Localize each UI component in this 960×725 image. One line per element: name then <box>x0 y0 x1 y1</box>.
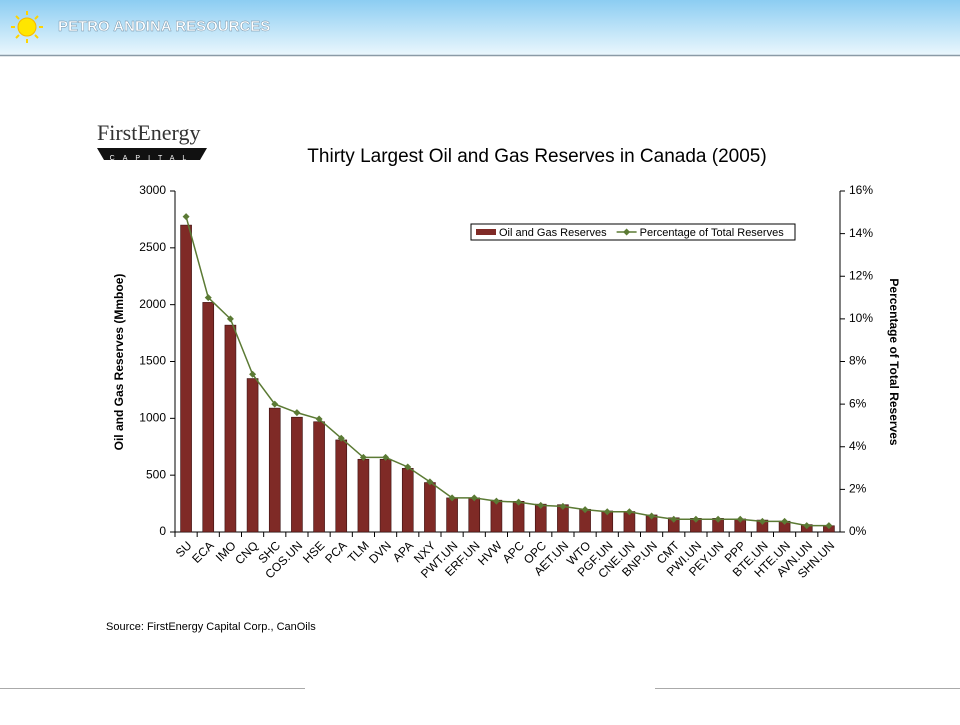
y-tick-label: 0 <box>159 524 166 538</box>
header-title: PETRO ANDINA RESOURCES <box>58 18 270 35</box>
bar <box>379 458 392 533</box>
y-tick-label: 2000 <box>139 297 166 311</box>
line-marker <box>271 400 279 408</box>
y2-tick-label: 6% <box>849 396 867 410</box>
y-tick-label: 1000 <box>139 411 166 425</box>
legend-swatch <box>476 229 496 235</box>
line-marker <box>603 508 611 516</box>
bar <box>424 482 436 533</box>
y2-axis-label: Percentage of Total Reserves <box>887 278 901 446</box>
line-marker <box>559 502 567 510</box>
legend: Oil and Gas Reserves Percentage of Total … <box>470 223 796 241</box>
x-tick-label: APC <box>500 538 528 566</box>
legend-label: Oil and Gas Reserves <box>499 227 607 239</box>
x-tick-label: CNQ <box>232 538 261 567</box>
line-marker <box>803 522 811 530</box>
bar <box>268 407 281 533</box>
bar <box>335 439 348 533</box>
y2-tick-label: 14% <box>849 226 873 240</box>
line-marker <box>226 315 234 323</box>
bar <box>180 224 192 533</box>
x-tick-label: APA <box>390 538 416 564</box>
bar <box>446 497 458 533</box>
y2-tick-label: 8% <box>849 354 867 368</box>
y2-tick-label: 16% <box>849 183 873 197</box>
line-marker <box>781 517 789 525</box>
y-tick-label: 1500 <box>139 354 166 368</box>
y2-tick-label: 4% <box>849 439 867 453</box>
line-marker <box>426 478 434 486</box>
sun-icon <box>11 11 43 43</box>
y-tick-label: 500 <box>146 467 166 481</box>
legend-label: Percentage of Total Reserves <box>640 227 785 239</box>
line-marker <box>404 463 412 471</box>
bar <box>401 468 414 533</box>
y2-tick-label: 0% <box>849 524 867 538</box>
bar <box>291 416 303 533</box>
line-marker <box>692 515 700 523</box>
line-marker <box>337 434 345 442</box>
line-marker <box>625 508 633 516</box>
x-tick-label: TLM <box>345 538 372 565</box>
line-marker <box>714 515 722 523</box>
line-marker <box>537 501 545 509</box>
y-tick-label: 3000 <box>139 183 166 197</box>
bar <box>313 421 325 533</box>
line-marker <box>249 370 257 378</box>
line <box>185 216 829 527</box>
logo-sub: CAPITAL <box>110 155 195 162</box>
bar <box>246 378 259 533</box>
line-marker <box>204 294 212 302</box>
y-tick-label: 2500 <box>139 240 166 254</box>
line-marker <box>182 213 190 221</box>
line-marker <box>293 409 301 417</box>
y-axis-label: Oil and Gas Reserves (Mmboe) <box>112 274 126 451</box>
line-marker <box>825 522 833 530</box>
line-marker <box>382 453 390 461</box>
y2-tick-label: 2% <box>849 482 867 496</box>
y2-tick-label: 12% <box>849 268 873 282</box>
line-marker <box>359 453 367 461</box>
line-marker <box>581 506 589 514</box>
header-band <box>0 0 960 55</box>
line-marker <box>448 494 456 502</box>
logo-name: FirstEnergy <box>97 120 200 145</box>
bar <box>202 302 215 533</box>
line-marker <box>758 517 766 525</box>
line-marker <box>470 494 478 502</box>
x-tick-label: DVN <box>366 538 394 566</box>
x-tick-label: HVW <box>475 538 505 568</box>
logo-bar <box>97 148 207 160</box>
x-tick-label: HSE <box>300 538 327 565</box>
bar <box>224 324 237 533</box>
bar <box>512 501 525 533</box>
x-tick-label: PCA <box>322 538 349 565</box>
line-marker <box>315 415 323 423</box>
chart-title: Thirty Largest Oil and Gas Reserves in C… <box>307 146 766 167</box>
x-tick-label: ECA <box>189 538 216 565</box>
legend-marker <box>623 228 631 236</box>
line-marker <box>736 515 744 523</box>
y2-tick-label: 10% <box>849 311 873 325</box>
bar <box>468 497 481 533</box>
line-marker <box>492 497 500 505</box>
line-marker <box>670 515 678 523</box>
line-marker <box>648 512 656 520</box>
bar <box>490 499 503 533</box>
line-marker <box>515 498 523 506</box>
source-note: Source: FirstEnergy Capital Corp., CanOi… <box>106 621 316 633</box>
bar <box>357 458 370 533</box>
